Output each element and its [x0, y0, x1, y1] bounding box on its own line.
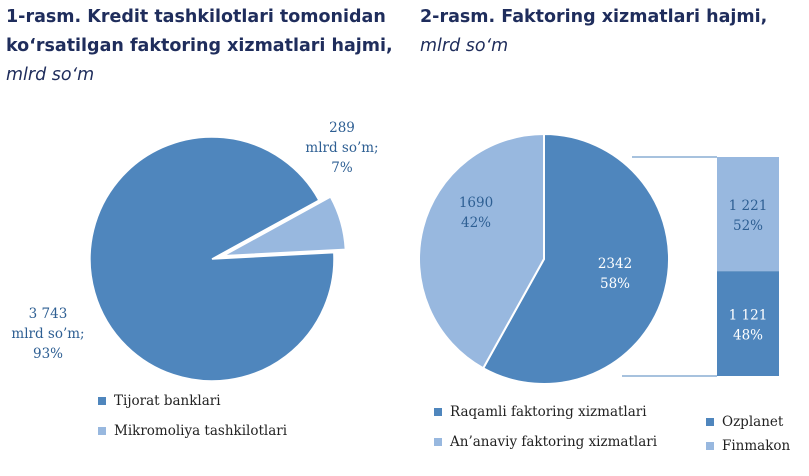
legend-label: An’anaviy faktoring xizmatlari	[450, 434, 658, 450]
legend-swatch	[434, 438, 442, 446]
pie-1-slice-mikromoliya	[223, 195, 347, 257]
chart-2-legend-item-1: An’anaviy faktoring xizmatlari	[434, 434, 657, 450]
chart-1-legend-item-0: Tijorat banklari	[98, 393, 221, 409]
chart-2-title-text: 2-rasm. Faktoring xizmatlari hajmi,	[420, 7, 768, 27]
legend-label: Raqamli faktoring xizmatlari	[450, 404, 647, 420]
chart-1-title-text: 1-rasm. Kredit tashkilotlari tomonidan k…	[6, 7, 393, 56]
pie-1-label-tijorat: 3 743 mlrd so’m; 93%	[11, 306, 84, 362]
legend-label: Mikromoliya tashkilotlari	[114, 423, 288, 439]
legend-label: Finmakon	[722, 438, 791, 454]
chart-2-legend-item-finmakon: Finmakon	[706, 438, 790, 454]
chart-1-title: 1-rasm. Kredit tashkilotlari tomonidan k…	[6, 3, 406, 90]
legend-swatch	[706, 418, 714, 426]
pie-2-label-raqamli: 2342 58%	[598, 256, 632, 292]
pie-2-slice-ananaviy	[418, 132, 545, 370]
legend-swatch	[98, 397, 106, 405]
legend-label: Ozplanet	[722, 414, 784, 430]
legend-swatch	[98, 427, 106, 435]
chart-1-title-unit: mlrd soʻm	[6, 65, 95, 85]
breakdown-bar-label-finmakon: 1 221 52%	[729, 198, 768, 234]
pie-2-slice-raqamli	[481, 132, 670, 385]
legend-swatch	[434, 408, 442, 416]
chart-1-legend-item-1: Mikromoliya tashkilotlari	[98, 423, 287, 439]
pie-1-label-mikromoliya: 289 mlrd so’m; 7%	[305, 120, 378, 176]
chart-2-legend-item-0: Raqamli faktoring xizmatlari	[434, 404, 647, 420]
breakdown-bar-label-ozplanet: 1 121 48%	[729, 308, 768, 344]
chart-2-title: 2-rasm. Faktoring xizmatlari hajmi, mlrd…	[420, 3, 800, 61]
chart-2-title-unit: mlrd soʻm	[420, 36, 509, 56]
chart-2-legend-item-ozplanet: Ozplanet	[706, 414, 783, 430]
pie-1-slice-tijorat	[89, 136, 335, 382]
legend-label: Tijorat banklari	[114, 393, 221, 409]
breakdown-bar-segment-ozplanet	[717, 271, 779, 376]
breakdown-bar-segment-finmakon	[717, 157, 779, 272]
pie-2-label-ananaviy: 1690 42%	[459, 195, 493, 231]
legend-swatch	[706, 442, 714, 450]
